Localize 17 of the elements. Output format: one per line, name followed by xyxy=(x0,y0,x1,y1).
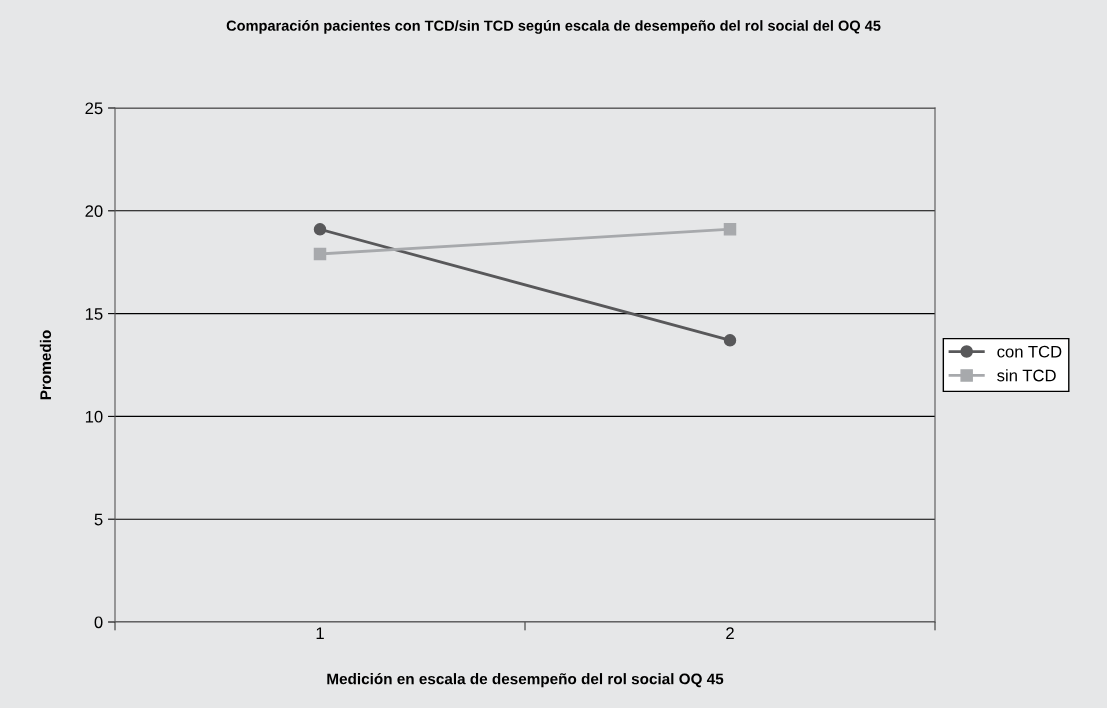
x-tick-label: 1 xyxy=(316,627,324,639)
y-tick-label: 20 xyxy=(85,205,103,217)
chart-title: Comparación pacientes con TCD/sin TCD según escala de desempeño del rol social del OQ 45 xyxy=(226,20,881,34)
point xyxy=(723,223,737,236)
legend-label: con TCD xyxy=(997,345,1062,358)
y-tick-label: 25 xyxy=(85,102,103,115)
x-tick-label: 2 xyxy=(726,627,734,639)
point xyxy=(313,247,327,261)
y-tick-label: 5 xyxy=(94,513,103,526)
y-tick-label: 0 xyxy=(94,616,103,629)
x-axis-title: Medición en escala de desempeño del rol social OQ 45 xyxy=(327,672,724,688)
y-axis-title: Promedio xyxy=(39,330,52,400)
y-tick-label: 15 xyxy=(85,308,103,320)
point xyxy=(313,223,327,236)
y-tick-label: 10 xyxy=(85,410,103,423)
point xyxy=(723,334,737,347)
legend-label: sin TCD xyxy=(997,369,1056,382)
